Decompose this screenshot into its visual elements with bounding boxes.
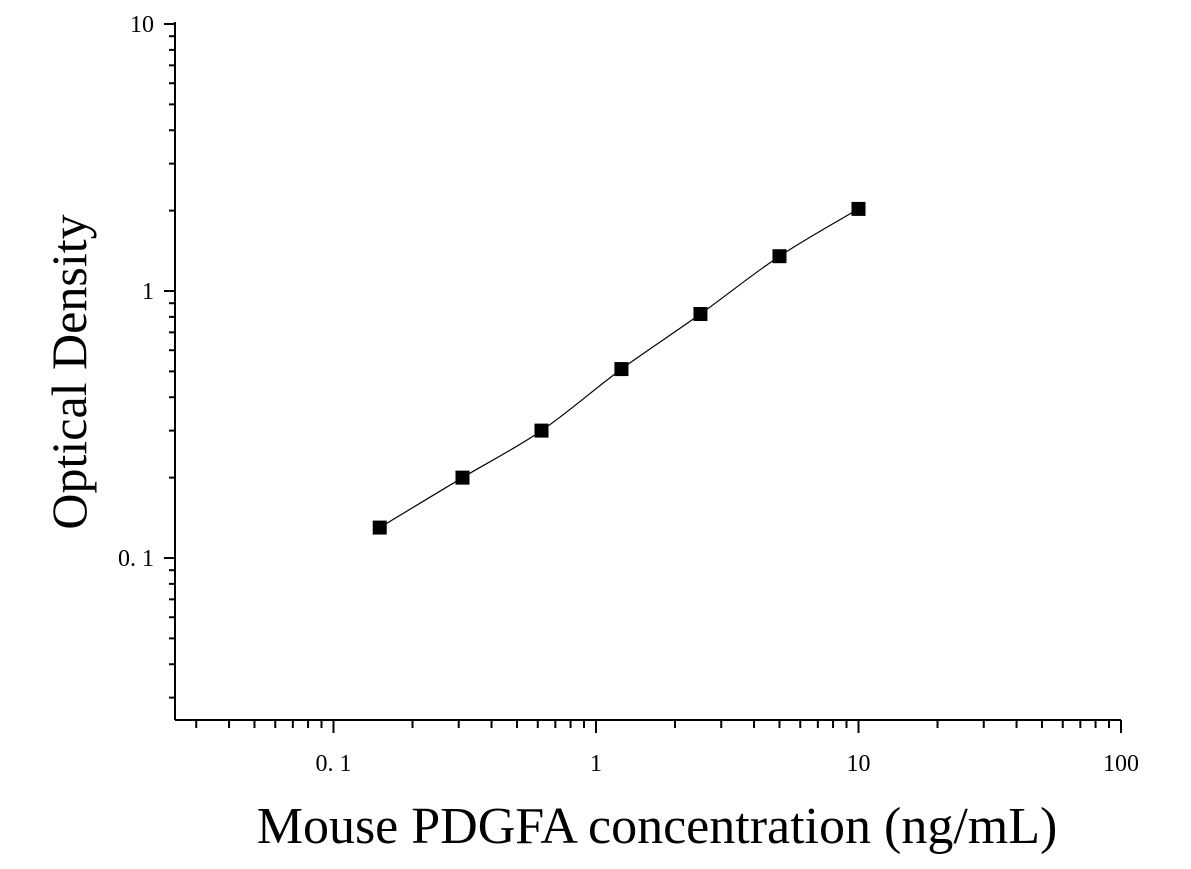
y-tick-label: 0. 1 (118, 546, 154, 572)
data-point (851, 201, 866, 216)
x-axis: 0. 1 1 10 100 (175, 719, 1139, 777)
data-point (772, 249, 787, 264)
x-ticks: 0. 1 1 10 100 (195, 720, 1139, 777)
data-point (455, 470, 470, 485)
data-point (534, 423, 549, 438)
y-axis-title: Optical Density (41, 214, 97, 529)
x-tick-label: 100 (1103, 751, 1139, 777)
x-tick-label: 10 (847, 751, 871, 777)
y-axis: 0. 1 1 10 (118, 12, 176, 720)
data-point (372, 520, 387, 535)
data-point (614, 362, 629, 377)
x-tick-label: 1 (590, 751, 602, 777)
y-tick-label: 1 (142, 279, 154, 305)
y-ticks: 0. 1 1 10 (118, 12, 175, 699)
y-tick-label: 10 (130, 12, 154, 38)
plot-area (372, 201, 866, 535)
data-points (372, 201, 866, 535)
x-axis-title: Mouse PDGFA concentration (ng/mL) (257, 798, 1058, 855)
x-tick-label: 0. 1 (316, 751, 352, 777)
data-point (693, 307, 708, 322)
